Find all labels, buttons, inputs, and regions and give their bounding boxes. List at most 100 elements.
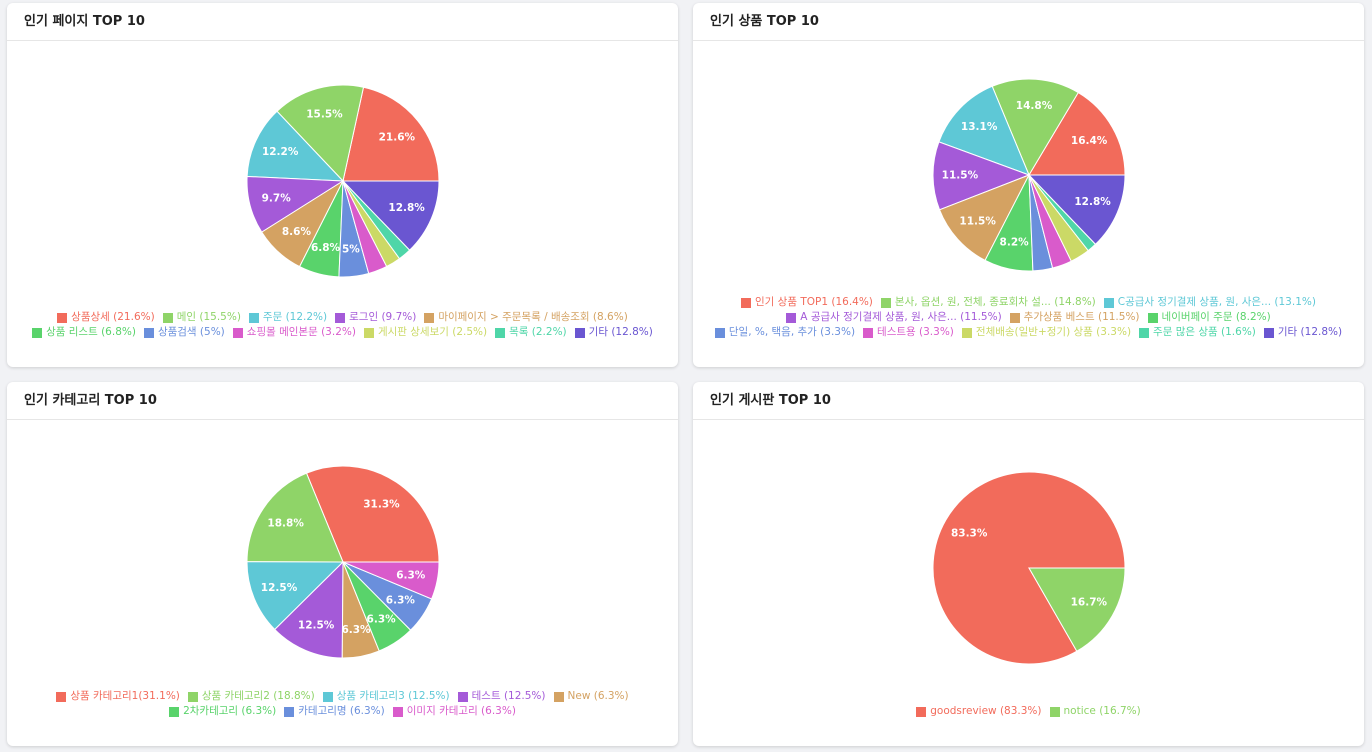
legend-label: 테스트 (12.5%)	[471, 690, 546, 702]
pie-slice	[342, 86, 440, 182]
legend-label: 이미지 카테고리 (6.3%)	[406, 705, 516, 717]
legend: 상품 카테고리1(31.1%) 상품 카테고리2 (18.8%) 상품 카테고리3 …	[27, 690, 658, 718]
slice-label: 6.3%	[367, 614, 397, 626]
pie-slice	[932, 141, 1031, 211]
legend-swatch	[363, 327, 374, 338]
legend-swatch	[1147, 312, 1158, 323]
legend-item: 쇼핑몰 메인본문 (3.2%)	[232, 326, 356, 339]
legend-swatch	[232, 327, 243, 338]
pie-slice	[938, 174, 1031, 262]
slice-label: 6.3%	[386, 595, 416, 607]
slice-label: 16.4%	[1071, 135, 1108, 147]
legend-swatch	[880, 297, 891, 308]
legend-swatch	[495, 327, 506, 338]
legend-swatch	[1103, 297, 1114, 308]
legend-label: 2차카테고리 (6.3%)	[183, 705, 277, 717]
legend-item: 게시판 상세보기 (2.5%)	[363, 326, 488, 339]
card-title: 인기 카테고리 TOP 10	[7, 382, 678, 420]
legend-item: 인기 상품 TOP1 (16.4%)	[741, 296, 873, 309]
legend-item: 테스트 (12.5%)	[457, 690, 546, 703]
legend-item: 테스트용 (3.3%)	[863, 326, 954, 339]
legend-swatch	[1263, 327, 1274, 338]
slice-label: 11.5%	[959, 215, 996, 227]
legend-swatch	[162, 312, 173, 323]
legend-item: 추가상품 베스트 (11.5%)	[1009, 311, 1140, 324]
slice-label: 12.8%	[1074, 196, 1111, 208]
legend-label: 상품검색 (5%)	[157, 326, 225, 338]
pie-chart: 16.4% 14.8% 13.1% 11.5% 11.5% 8.2% 12.8%	[932, 78, 1126, 272]
slice-label: 5%	[342, 244, 360, 256]
legend-swatch	[786, 312, 797, 323]
legend-label: 게시판 상세보기 (2.5%)	[377, 326, 488, 338]
legend-swatch	[714, 327, 725, 338]
slice-label: 18.8%	[267, 517, 304, 529]
chart-card: 인기 상품 TOP 10 16.4% 14.8% 13.1% 11.5% 11.5% 8.2…	[693, 3, 1364, 367]
legend-item: 메인 (15.5%)	[162, 311, 241, 324]
slice-label: 11.5%	[942, 170, 979, 182]
pie-slice	[938, 85, 1030, 176]
slice-label: 6.3%	[396, 570, 426, 582]
legend-item: 상품 카테고리3 (12.5%)	[322, 690, 450, 703]
legend-item: 상품 카테고리2 (18.8%)	[187, 690, 315, 703]
slice-label: 6.3%	[341, 624, 371, 636]
legend-item: 이미지 카테고리 (6.3%)	[392, 705, 516, 718]
legend-item: 카테고리명 (6.3%)	[284, 705, 385, 718]
legend-label: 본사, 옵션, 원, 전체, 종료회차 설... (14.8%)	[894, 296, 1096, 308]
legend-swatch	[56, 691, 67, 702]
legend-swatch	[32, 327, 43, 338]
legend-label: 카테고리명 (6.3%)	[298, 705, 385, 717]
legend-label: A 공급사 정기결제 상품, 원, 사은... (11.5%)	[800, 311, 1002, 323]
legend-item: 상품 카테고리1(31.1%)	[56, 690, 180, 703]
legend-label: 추가상품 베스트 (11.5%)	[1023, 311, 1140, 323]
pie-slice	[1027, 174, 1126, 245]
legend-swatch	[322, 691, 333, 702]
legend-swatch	[57, 312, 68, 323]
legend-item: 목록 (2.2%)	[495, 326, 567, 339]
card-title: 인기 상품 TOP 10	[693, 3, 1364, 41]
slice-label: 9.7%	[262, 193, 292, 205]
legend-label: 상품 리스트 (6.8%)	[46, 326, 136, 338]
pie-chart: 21.6% 15.5% 12.2% 9.7% 8.6% 6.8% 5% 12.8%	[246, 84, 440, 278]
chart-card: 인기 게시판 TOP 10 83.3% 16.7% goodsreview (83.3…	[693, 382, 1364, 746]
slice-label: 13.1%	[961, 121, 998, 133]
legend-swatch	[248, 312, 259, 323]
legend-item: goodsreview (83.3%)	[916, 705, 1042, 718]
pie-slice	[305, 465, 440, 563]
legend-swatch	[1049, 706, 1060, 717]
legend-swatch	[553, 691, 564, 702]
legend-item: 상품 리스트 (6.8%)	[32, 326, 136, 339]
slice-label: 21.6%	[379, 132, 416, 144]
slice-label: 14.8%	[1016, 100, 1053, 112]
slice-label: 12.8%	[388, 202, 425, 214]
pie-slice	[991, 78, 1079, 177]
legend-swatch	[457, 691, 468, 702]
pie-slice	[341, 180, 440, 251]
slice-label: 16.7%	[1071, 597, 1108, 609]
legend-label: 목록 (2.2%)	[509, 326, 567, 338]
legend-item: 기타 (12.8%)	[574, 326, 653, 339]
pie-slice	[276, 84, 365, 183]
legend-item: C공급사 정기결제 상품, 원, 사은... (13.1%)	[1103, 296, 1316, 309]
pie-slice	[342, 561, 440, 600]
slice-label: 8.6%	[282, 226, 312, 238]
legend-label: 쇼핑몰 메인본문 (3.2%)	[246, 326, 356, 338]
pie-chart: 31.3%18.8%12.5%12.5% 6.3%6.3%6.3%6.3%	[246, 465, 440, 659]
legend-item: 기타 (12.8%)	[1263, 326, 1343, 339]
legend-item: 로그인 (9.7%)	[335, 311, 416, 324]
legend-item: New (6.3%)	[553, 690, 629, 703]
pie-slice	[246, 561, 345, 631]
legend-label: 상품 카테고리1(31.1%)	[70, 690, 180, 702]
card-title: 인기 게시판 TOP 10	[693, 382, 1364, 420]
slice-label: 12.2%	[262, 146, 299, 158]
legend-swatch	[392, 706, 403, 717]
legend-label: 기타 (12.8%)	[1277, 326, 1343, 338]
legend-label: 메인 (15.5%)	[176, 311, 241, 323]
legend-label: 기타 (12.8%)	[588, 326, 653, 338]
legend-swatch	[916, 706, 927, 717]
legend-swatch	[335, 312, 346, 323]
legend-label: 로그인 (9.7%)	[349, 311, 417, 323]
chart-card: 인기 페이지 TOP 10 21.6% 15.5% 12.2% 9.7% 8.6% 6.8%…	[7, 3, 678, 367]
legend-label: 테스트용 (3.3%)	[877, 326, 954, 338]
legend-swatch	[187, 691, 198, 702]
